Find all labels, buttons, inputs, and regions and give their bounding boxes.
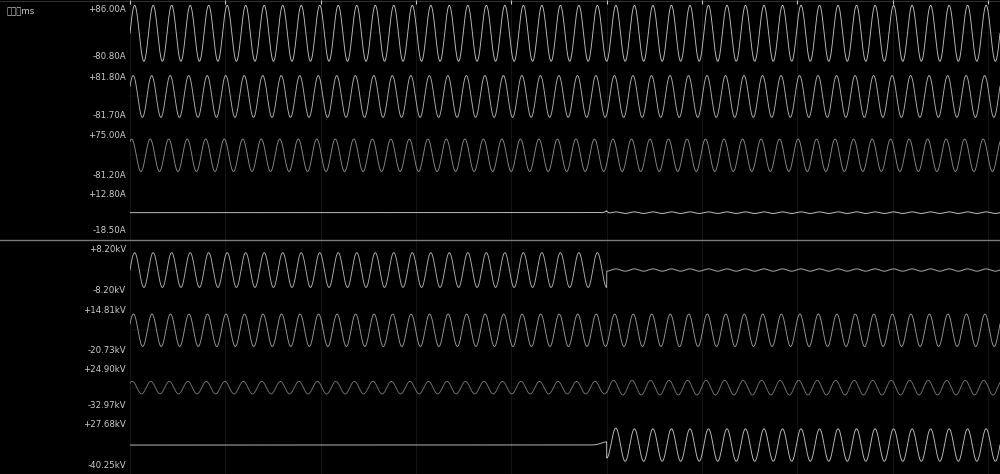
Text: +27.68kV: +27.68kV <box>83 420 126 429</box>
Text: +81.80A: +81.80A <box>88 73 126 82</box>
Text: -81.20A: -81.20A <box>92 171 126 180</box>
Text: -81.70A: -81.70A <box>92 111 126 120</box>
Text: -32.97kV: -32.97kV <box>88 401 126 410</box>
Text: -8.20kV: -8.20kV <box>93 286 126 295</box>
Text: -40.25kV: -40.25kV <box>87 461 126 470</box>
Text: +24.90kV: +24.90kV <box>83 365 126 374</box>
Text: -18.50A: -18.50A <box>92 227 126 236</box>
Text: -20.73kV: -20.73kV <box>87 346 126 355</box>
Text: +12.80A: +12.80A <box>88 190 126 199</box>
Text: -80.80A: -80.80A <box>92 52 126 61</box>
Text: +14.81kV: +14.81kV <box>83 306 126 315</box>
Text: 时间）ms: 时间）ms <box>7 7 35 16</box>
Text: +75.00A: +75.00A <box>88 130 126 139</box>
Text: +86.00A: +86.00A <box>88 6 126 15</box>
Text: +8.20kV: +8.20kV <box>89 245 126 254</box>
